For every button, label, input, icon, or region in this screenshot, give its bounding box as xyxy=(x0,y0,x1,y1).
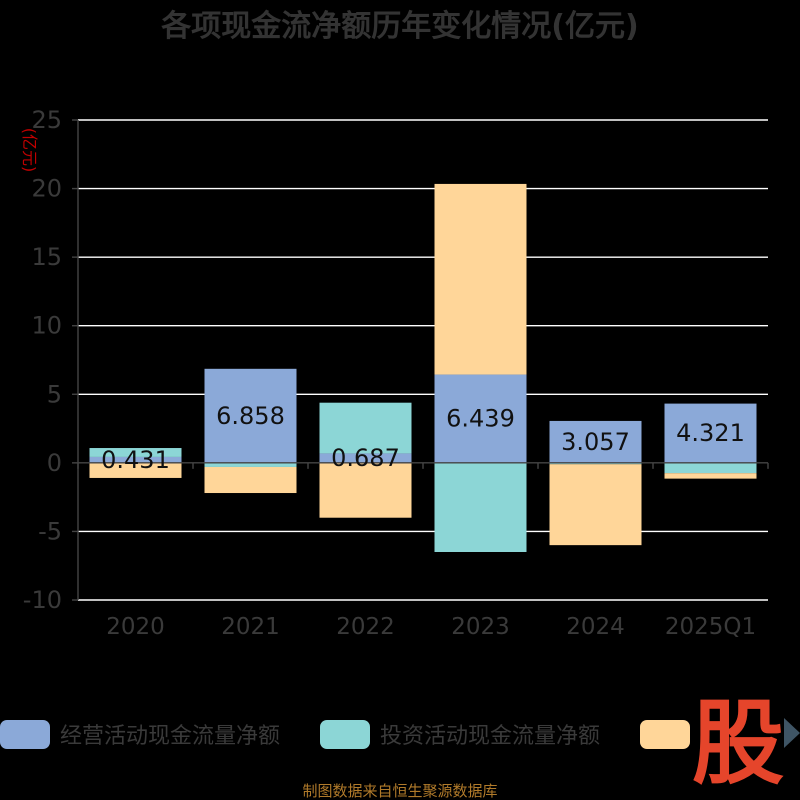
legend-swatch[interactable] xyxy=(640,720,690,749)
x-tick-label: 2024 xyxy=(566,614,625,640)
bar-segment xyxy=(549,420,642,463)
bar-segment xyxy=(204,368,297,463)
bar-value-label: 6.439 xyxy=(446,405,515,433)
bar-segment xyxy=(664,403,757,463)
x-tick-label: 2020 xyxy=(106,614,165,640)
y-tick-label: 0 xyxy=(47,449,62,477)
y-tick-label: 5 xyxy=(47,380,62,408)
bar-segment xyxy=(664,462,757,474)
y-axis-unit: (亿元) xyxy=(20,128,39,173)
bar-segment xyxy=(89,462,182,478)
bar-labels: 0.431 6.858 0.687 6.439 3.057 4.321 xyxy=(101,402,745,474)
bars xyxy=(89,183,757,552)
y-tick-label: 20 xyxy=(31,175,62,203)
bar-segment xyxy=(89,456,182,463)
legend-swatch[interactable] xyxy=(0,720,50,749)
x-tick-label: 2022 xyxy=(336,614,395,640)
bar-segment xyxy=(319,462,412,518)
watermark-logo: 股 xyxy=(692,690,800,797)
bar-segment xyxy=(664,473,757,479)
legend: 经营活动现金流量净额 投资活动现金流量净额 xyxy=(0,720,690,749)
bar-segment xyxy=(434,462,527,552)
bar-value-label: 0.687 xyxy=(331,444,400,472)
legend-label[interactable]: 经营活动现金流量净额 xyxy=(60,724,280,749)
bar-segment xyxy=(434,374,527,463)
bar-segment xyxy=(319,402,412,454)
x-tick-label: 2023 xyxy=(451,614,510,640)
bar-value-label: 0.431 xyxy=(101,446,170,474)
grid-lines xyxy=(78,119,768,601)
x-tick-label: 2021 xyxy=(221,614,280,640)
y-tick-label: -10 xyxy=(23,586,62,614)
legend-swatch[interactable] xyxy=(320,720,370,749)
x-tick-label: 2025Q1 xyxy=(665,614,756,640)
bar-value-label: 4.321 xyxy=(676,419,745,447)
bar-segment xyxy=(549,464,642,546)
y-tick-label: 25 xyxy=(31,106,62,134)
source-note: 制图数据来自恒生聚源数据库 xyxy=(302,782,497,800)
bar-segment xyxy=(204,462,297,467)
axes: 25 20 15 10 5 0 -5 -10 2020 2021 2022 2023 2024 2025Q… xyxy=(23,106,769,640)
y-tick-label: 10 xyxy=(31,312,62,340)
y-tick-label: -5 xyxy=(38,517,62,545)
bar-segment xyxy=(204,466,297,494)
bar-value-label: 3.057 xyxy=(561,428,630,456)
bar-segment xyxy=(434,183,527,375)
watermark-glyph: 股 xyxy=(692,690,784,797)
chart-title: 各项现金流净额历年变化情况(亿元) xyxy=(160,9,638,44)
bar-segment xyxy=(89,448,182,457)
y-tick-label: 15 xyxy=(31,243,62,271)
bar-value-label: 6.858 xyxy=(216,402,285,430)
watermark-arrow-icon xyxy=(784,718,800,748)
legend-label[interactable]: 投资活动现金流量净额 xyxy=(380,724,600,749)
bar-segment xyxy=(319,453,412,463)
